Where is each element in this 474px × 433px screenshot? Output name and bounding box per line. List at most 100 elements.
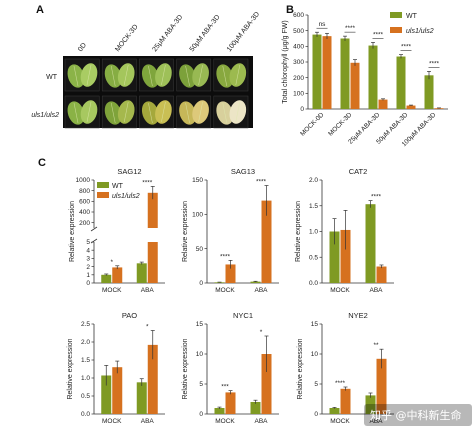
y-tick-label: 400: [79, 209, 90, 216]
bar: [214, 408, 225, 414]
chart-title: SAG12: [117, 167, 141, 176]
leaf-vein: [148, 102, 153, 124]
panel-letter-b: B: [286, 4, 294, 16]
y-tick-label: 10: [311, 351, 319, 358]
y-tick-label: 600: [79, 199, 90, 206]
chart-title: CAT2: [349, 167, 368, 176]
chart-title: NYE2: [348, 311, 368, 320]
significance-label: ***: [221, 384, 229, 391]
leaf-vein: [148, 65, 153, 87]
leaf-photo-1-0: [101, 58, 137, 92]
legend-swatch-mutant: [390, 27, 402, 33]
chart-cat2: CAT2 0.0 0.5 1.0 1.5 2.0 Relative expression MO…: [295, 167, 394, 294]
x-tick-label: ABA: [369, 287, 383, 294]
leaf-vein: [235, 64, 241, 86]
y-axis-label: Relative expression: [182, 201, 189, 262]
leaf-vein: [198, 101, 203, 123]
legend-c-label-mutant: uls1/uls2: [112, 193, 140, 200]
chart-sag13: SAG13 0 50 100 150 Relative expression **** MOC…: [182, 167, 279, 294]
y-tick-label: 1.0: [81, 375, 90, 382]
bar: [406, 105, 416, 109]
leaf-photo-2-1: [139, 95, 174, 129]
significance-label: **: [373, 342, 379, 349]
bar: [225, 264, 236, 283]
leaf-photo-0-0: [64, 58, 100, 92]
leaf-photo-4-0: [213, 58, 249, 92]
y-tick-label: 5: [314, 381, 318, 388]
panel-a: A 0D MOCK-3D 25μM ABA-3D 50μM ABA-3D 100μM A…: [31, 4, 261, 129]
y-tick-label: 50: [196, 246, 204, 253]
photo-condition-label: MOCK-3D: [114, 23, 139, 53]
leaf-vein: [235, 101, 241, 123]
leaf-vein: [198, 64, 203, 86]
x-tick-label: MOCK: [330, 287, 350, 294]
y-tick-label: 1000: [76, 177, 91, 184]
chart-title: PAO: [122, 311, 137, 320]
leaf-photo-3-0: [176, 58, 212, 92]
bar: [376, 266, 387, 283]
leaf-photo-0-1: [64, 95, 100, 129]
significance-label: ****: [371, 194, 382, 201]
bar: [101, 274, 112, 283]
photo-condition-label: 0D: [77, 42, 88, 53]
photo-row-label-wt: WT: [46, 74, 58, 81]
y-tick-label: 3: [86, 256, 90, 263]
y-tick-label: 15: [196, 321, 204, 328]
y-tick-label: 1.0: [309, 229, 318, 236]
x-tick-label: MOCK: [215, 287, 235, 294]
bar: [250, 402, 261, 414]
photo-condition-label: 50μM ABA-3D: [189, 14, 222, 53]
photo-row-label-mutant: uls1/uls2: [31, 112, 59, 119]
y-axis-label: Relative expression: [69, 201, 76, 262]
x-tick-label: MOCK-3D: [327, 111, 353, 137]
y-axis-label: Total chlorophyll (μg/g FW): [282, 20, 289, 103]
leaf-vein: [123, 101, 129, 123]
y-axis-label: Relative expression: [295, 201, 302, 262]
photo-condition-labels: 0D MOCK-3D 25μM ABA-3D 50μM ABA-3D 100μM ABA…: [77, 11, 261, 53]
legend-c-swatch-mutant: [97, 192, 109, 198]
y-tick-label: 150: [192, 177, 203, 184]
leaf-vein: [222, 102, 228, 124]
y-tick-label: 2.0: [309, 177, 318, 184]
y-tick-label: 0.0: [81, 411, 90, 418]
y-tick-label: 0.5: [81, 393, 90, 400]
y-tick-label: 400: [293, 44, 304, 51]
bar: [329, 408, 340, 414]
leaf-vein: [86, 64, 92, 86]
photo-cells: [64, 58, 249, 129]
leaf-vein: [110, 102, 116, 124]
leaf-photo-1-1: [101, 95, 137, 129]
x-tick-label: ABA: [141, 287, 155, 294]
y-axis-label: Relative expression: [67, 338, 74, 399]
bar: [261, 354, 272, 414]
legend-swatch-wt: [390, 12, 402, 18]
significance-label: ****: [429, 60, 440, 67]
bar: [368, 45, 378, 109]
x-tick-label: ABA: [254, 287, 268, 294]
y-tick-label: 0.5: [309, 254, 318, 261]
y-tick-label: 5: [86, 239, 90, 246]
panel-b: B: [286, 4, 294, 16]
significance-label: *: [260, 329, 263, 336]
leaf-photo-3-1: [176, 95, 212, 129]
significance-label: ****: [220, 253, 231, 260]
y-tick-label: 2.5: [81, 321, 90, 328]
y-tick-label: 2: [86, 264, 90, 271]
chart-pao: PAO 0.0 0.5 1.0 1.5 2.0 2.5 Relative expression…: [67, 311, 165, 425]
significance-label: ****: [256, 178, 267, 185]
y-tick-label: 1.5: [81, 357, 90, 364]
leaf-vein: [161, 64, 166, 86]
chart-title: SAG13: [231, 167, 255, 176]
significance-label: ns: [319, 21, 327, 28]
photo-condition-label: 100μM ABA-3D: [226, 11, 261, 53]
panel-c: C: [38, 157, 46, 169]
leaf-vein: [110, 65, 116, 87]
x-tick-label: MOCK: [102, 418, 122, 425]
y-tick-label: 0: [199, 280, 203, 287]
bar: [365, 204, 376, 283]
y-tick-label: 2.0: [81, 339, 90, 346]
bar-lower-part: [147, 242, 158, 283]
significance-label: ****: [335, 380, 346, 387]
y-axis-label: Relative expression: [297, 338, 304, 399]
y-tick-label: 300: [293, 59, 304, 66]
